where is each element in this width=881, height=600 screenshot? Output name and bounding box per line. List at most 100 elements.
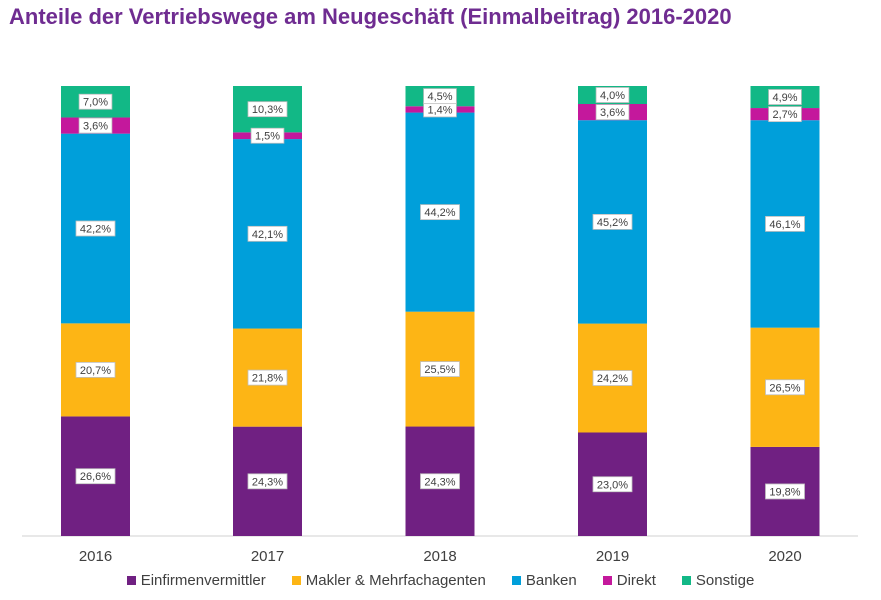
data-label: 1,4% [423, 101, 457, 118]
x-tick-label: 2018 [423, 548, 456, 565]
data-label: 21,8% [247, 369, 288, 386]
data-label: 7,0% [78, 93, 113, 110]
data-label-box [592, 370, 633, 386]
legend-label: Direkt [616, 572, 656, 589]
data-label-text: 45,2% [597, 217, 628, 229]
data-label-group: 26,6% 20,7% 42,2% 3,6% 7,0% 24,3% 21,8% 42,1% 1,… [75, 87, 805, 500]
data-label-text: 26,6% [80, 471, 111, 483]
data-label-box [247, 369, 288, 386]
x-tick-label: 2017 [251, 548, 284, 565]
data-label-text: 24,2% [597, 373, 628, 385]
data-label-box [78, 93, 113, 110]
data-label-box [247, 473, 288, 490]
data-label-box [75, 361, 116, 378]
data-label: 1,5% [250, 127, 285, 144]
data-label-box [765, 379, 805, 396]
data-label-text: 19,8% [769, 486, 800, 498]
legend-item: Einfirmenvermittler [126, 572, 266, 589]
data-label: 3,6% [595, 104, 630, 120]
data-label-box [592, 476, 633, 493]
data-label: 24,2% [592, 370, 633, 386]
data-label-text: 3,6% [600, 107, 625, 119]
data-label-box [768, 89, 802, 105]
data-label-box [595, 104, 630, 120]
data-label-box [420, 473, 460, 490]
data-label: 42,2% [75, 220, 116, 237]
data-label-box [78, 117, 113, 134]
legend-label: Makler & Mehrfachagenten [305, 572, 486, 589]
data-label-text: 2,7% [772, 109, 797, 121]
data-label: 44,2% [420, 204, 460, 221]
data-label-box [765, 216, 805, 232]
data-label-box [247, 225, 288, 242]
x-tick-label: 2020 [768, 548, 801, 565]
data-label-text: 4,9% [772, 92, 797, 104]
data-label-box [247, 101, 288, 118]
data-label-text: 4,0% [600, 90, 625, 102]
data-label-text: 3,6% [83, 121, 108, 133]
legend-item: Makler & Mehrfachagenten [291, 572, 486, 589]
data-label-text: 23,0% [597, 479, 628, 491]
legend-label: Banken [525, 572, 577, 589]
x-tick-group: 2016 2017 2018 2019 2020 [79, 548, 802, 565]
data-label-box [423, 88, 457, 105]
data-label-text: 24,3% [424, 476, 455, 488]
data-label-box [768, 106, 802, 123]
data-label-text: 1,5% [255, 131, 280, 143]
data-label: 3,6% [78, 117, 113, 134]
data-label: 20,7% [75, 361, 116, 378]
data-label: 25,5% [420, 361, 460, 378]
data-label-text: 7,0% [83, 97, 108, 109]
data-label: 45,2% [592, 213, 633, 230]
stacked-bar-chart: 26,6% 20,7% 42,2% 3,6% 7,0% 24,3% 21,8% 42,1% 1,… [22, 86, 858, 565]
data-label: 4,0% [595, 87, 630, 103]
data-label-box [595, 87, 630, 103]
x-tick-label: 2019 [596, 548, 629, 565]
data-label: 42,1% [247, 225, 288, 242]
legend-item: Direkt [602, 572, 656, 589]
data-label: 24,3% [420, 473, 460, 490]
data-label: 26,5% [765, 379, 805, 396]
data-label-text: 4,5% [427, 91, 452, 103]
data-label-text: 26,5% [769, 382, 800, 394]
data-label-text: 25,5% [424, 364, 455, 376]
data-label-text: 21,8% [252, 373, 283, 385]
data-label-box [75, 220, 116, 237]
legend-label: Sonstige [695, 572, 755, 589]
x-tick-label: 2016 [79, 548, 112, 565]
data-label-text: 42,1% [252, 229, 283, 241]
data-label-text: 44,2% [424, 207, 455, 219]
data-label-text: 24,3% [252, 476, 283, 488]
legend-swatch [681, 576, 691, 585]
legend-swatch [602, 576, 612, 585]
legend-label: Einfirmenvermittler [140, 572, 266, 589]
data-label-box [420, 204, 460, 221]
legend-item: Sonstige [681, 572, 755, 589]
data-label-box [420, 361, 460, 378]
data-label: 19,8% [765, 483, 805, 500]
data-label: 4,5% [423, 88, 457, 105]
data-label-box [765, 483, 805, 500]
data-label-text: 10,3% [252, 104, 283, 116]
data-label-box [75, 468, 116, 485]
data-label: 4,9% [768, 89, 802, 105]
data-label-text: 42,2% [80, 224, 111, 236]
chart-title: Anteile der Vertriebswege am Neugeschäft… [9, 4, 732, 29]
data-label: 26,6% [75, 468, 116, 485]
legend: Einfirmenvermittler Makler & Mehrfachagen… [0, 572, 881, 589]
legend-swatch [126, 576, 136, 585]
data-label-text: 20,7% [80, 365, 111, 377]
legend-swatch [291, 576, 301, 585]
data-label: 24,3% [247, 473, 288, 490]
data-label: 46,1% [765, 216, 805, 232]
bar-group [61, 86, 820, 536]
legend-swatch [511, 576, 521, 585]
legend-item: Banken [511, 572, 577, 589]
data-label-box [250, 127, 285, 144]
data-label-text: 1,4% [427, 104, 452, 116]
data-label: 2,7% [768, 106, 802, 123]
data-label-text: 46,1% [769, 219, 800, 231]
data-label-box [592, 213, 633, 230]
data-label: 23,0% [592, 476, 633, 493]
data-label: 10,3% [247, 101, 288, 118]
